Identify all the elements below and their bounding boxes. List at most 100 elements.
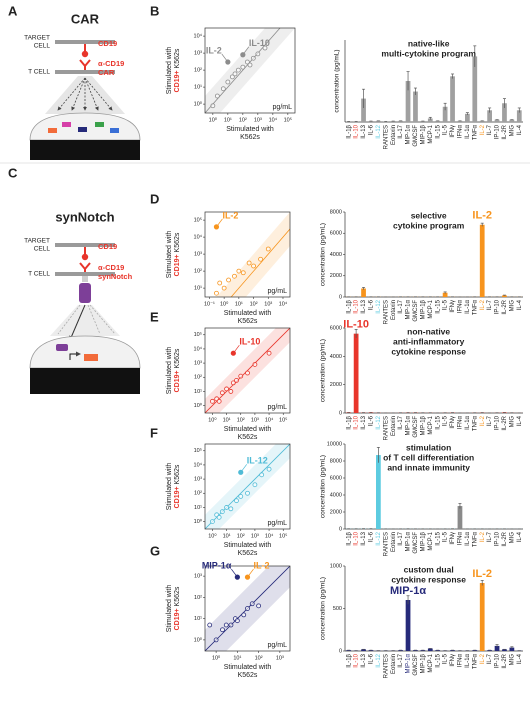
highlight-point (238, 469, 244, 475)
error-bar (473, 45, 477, 67)
x-tick-label: 10⁰ (220, 300, 229, 307)
x-tick-label: IL-1α (465, 653, 471, 667)
x-tick-label: IL-6 (369, 124, 375, 135)
x-tick-label: GMCSF (413, 532, 419, 554)
x-tick-label: IL-10 (354, 415, 360, 429)
x-tick-label: MIP-1β (420, 415, 426, 435)
x-axis-label: K562s (238, 550, 258, 557)
y-tick-label: 10² (194, 375, 202, 381)
x-tick-label: TNFα (472, 299, 478, 315)
x-tick-label: TNFα (472, 531, 478, 547)
x-tick-label: 10⁰ (208, 416, 217, 423)
y-axis-label: concentration (pg/mL) (320, 455, 327, 518)
point (240, 270, 246, 276)
bar (353, 333, 359, 413)
point (216, 514, 222, 520)
highlight-label: IL-10 (239, 337, 260, 347)
x-tick-label: IL-4 (517, 124, 523, 135)
y-tick-label: 10² (194, 491, 202, 497)
bar (502, 295, 507, 297)
x-tick-label: RANTES (383, 532, 389, 556)
x-axis-label: K562s (238, 672, 258, 679)
gene (48, 128, 57, 133)
frame (204, 27, 296, 114)
signal-arrow (69, 304, 86, 341)
x-tick-label: IL-1α (465, 299, 471, 313)
error-bar (406, 595, 410, 605)
point (245, 490, 250, 496)
x-tick-label: 10² (237, 417, 245, 423)
y-tick-label: 0 (339, 648, 342, 654)
bar (450, 650, 455, 651)
y-axis-label: CD19+ K562s (174, 48, 181, 92)
point (234, 378, 239, 383)
plot-area (205, 328, 290, 413)
y-tick-label: 2000 (330, 509, 342, 515)
error-bar (406, 71, 410, 91)
x-tick-label: IFNα (458, 124, 464, 138)
x-tick-label: 10² (237, 533, 245, 539)
x-tick-label: IL-1α (465, 531, 471, 545)
x-tick-label: IL-15 (435, 653, 441, 667)
y-tick-label: 10³ (194, 252, 202, 258)
x-tick-label: IFNγ (450, 532, 456, 545)
point (221, 285, 227, 291)
bar (435, 120, 441, 122)
x-tick-label: IL-2R (502, 124, 508, 139)
point (229, 74, 235, 80)
y-tick-label: 10⁰ (194, 101, 203, 108)
y-axis-label: Stimulated with (166, 463, 173, 511)
x-tick-label: 10³ (251, 533, 259, 539)
x-axis-label: Stimulated with (224, 542, 272, 549)
x-tick-label: IL-1α (465, 124, 471, 138)
point (256, 603, 262, 609)
x-tick-label: 10¹ (223, 533, 231, 539)
x-tick-label: IL-13 (361, 415, 367, 429)
y-tick-label: 10¹ (194, 85, 202, 91)
x-tick-label: IFNα (458, 653, 464, 667)
x-tick-label: IL-6 (369, 653, 375, 664)
label: TARGET (24, 35, 50, 42)
frame (204, 565, 291, 652)
y-tick-label: 10² (194, 68, 202, 74)
x-axis-label: K562s (238, 318, 258, 325)
x-tick-label: MIG (509, 416, 515, 428)
panel-label: F (150, 425, 158, 440)
x-tick-label: RANTES (383, 416, 389, 440)
x-tick-label: 10⁴ (269, 116, 278, 123)
x-tick-label: IL-4 (517, 415, 523, 426)
x-tick-label: IL-12 (376, 415, 382, 429)
highlight-point (240, 52, 246, 58)
x-tick-label: MCP-1 (428, 415, 434, 434)
x-tick-label: IL-5 (443, 124, 449, 135)
highlight-label: MIP-1α (202, 560, 232, 570)
point (234, 498, 239, 504)
x-tick-label: IL-10 (354, 653, 360, 667)
x-tick-label: IL-2R (502, 299, 508, 314)
y-axis-label-part: K562s (174, 348, 181, 368)
label: T CELL (28, 69, 50, 76)
x-axis-label: Stimulated with (224, 426, 272, 433)
x-tick-label: 10⁰ (212, 654, 221, 661)
annotation: selective (411, 210, 447, 220)
y-tick-label: 1000 (330, 563, 342, 569)
point (228, 622, 234, 628)
diagram-title: synNotch (55, 209, 114, 224)
y-tick-label: 4000 (330, 252, 342, 258)
y-axis-label: CD19+ K562s (174, 232, 181, 276)
x-tick-label: 10² (250, 301, 258, 307)
label: TARGET (24, 238, 50, 245)
point (207, 622, 213, 628)
x-tick-label: IL-12 (376, 531, 382, 545)
x-tick-label: IL-4 (517, 531, 523, 542)
x-tick-label: GMCSF (413, 416, 419, 438)
bar (361, 98, 366, 122)
x-tick-label: IFNα (458, 299, 464, 313)
point (219, 390, 225, 396)
x-tick-label: TNFα (472, 653, 478, 669)
frame (204, 443, 291, 530)
error-bar (480, 580, 484, 586)
y-axis-label: concentration (pg/mL) (334, 49, 341, 112)
annotation: native-like (408, 38, 450, 48)
label: CD19 (98, 39, 117, 48)
